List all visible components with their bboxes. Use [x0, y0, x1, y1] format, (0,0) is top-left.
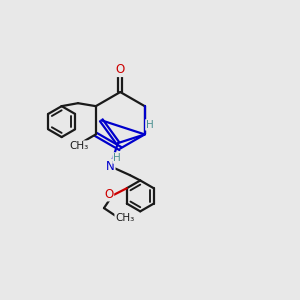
- Text: CH₃: CH₃: [115, 213, 134, 223]
- Text: CH₃: CH₃: [69, 141, 88, 151]
- Text: N: N: [106, 160, 115, 173]
- Text: H: H: [146, 120, 154, 130]
- Text: O: O: [116, 63, 125, 76]
- Text: H: H: [113, 153, 121, 163]
- Text: O: O: [104, 188, 113, 201]
